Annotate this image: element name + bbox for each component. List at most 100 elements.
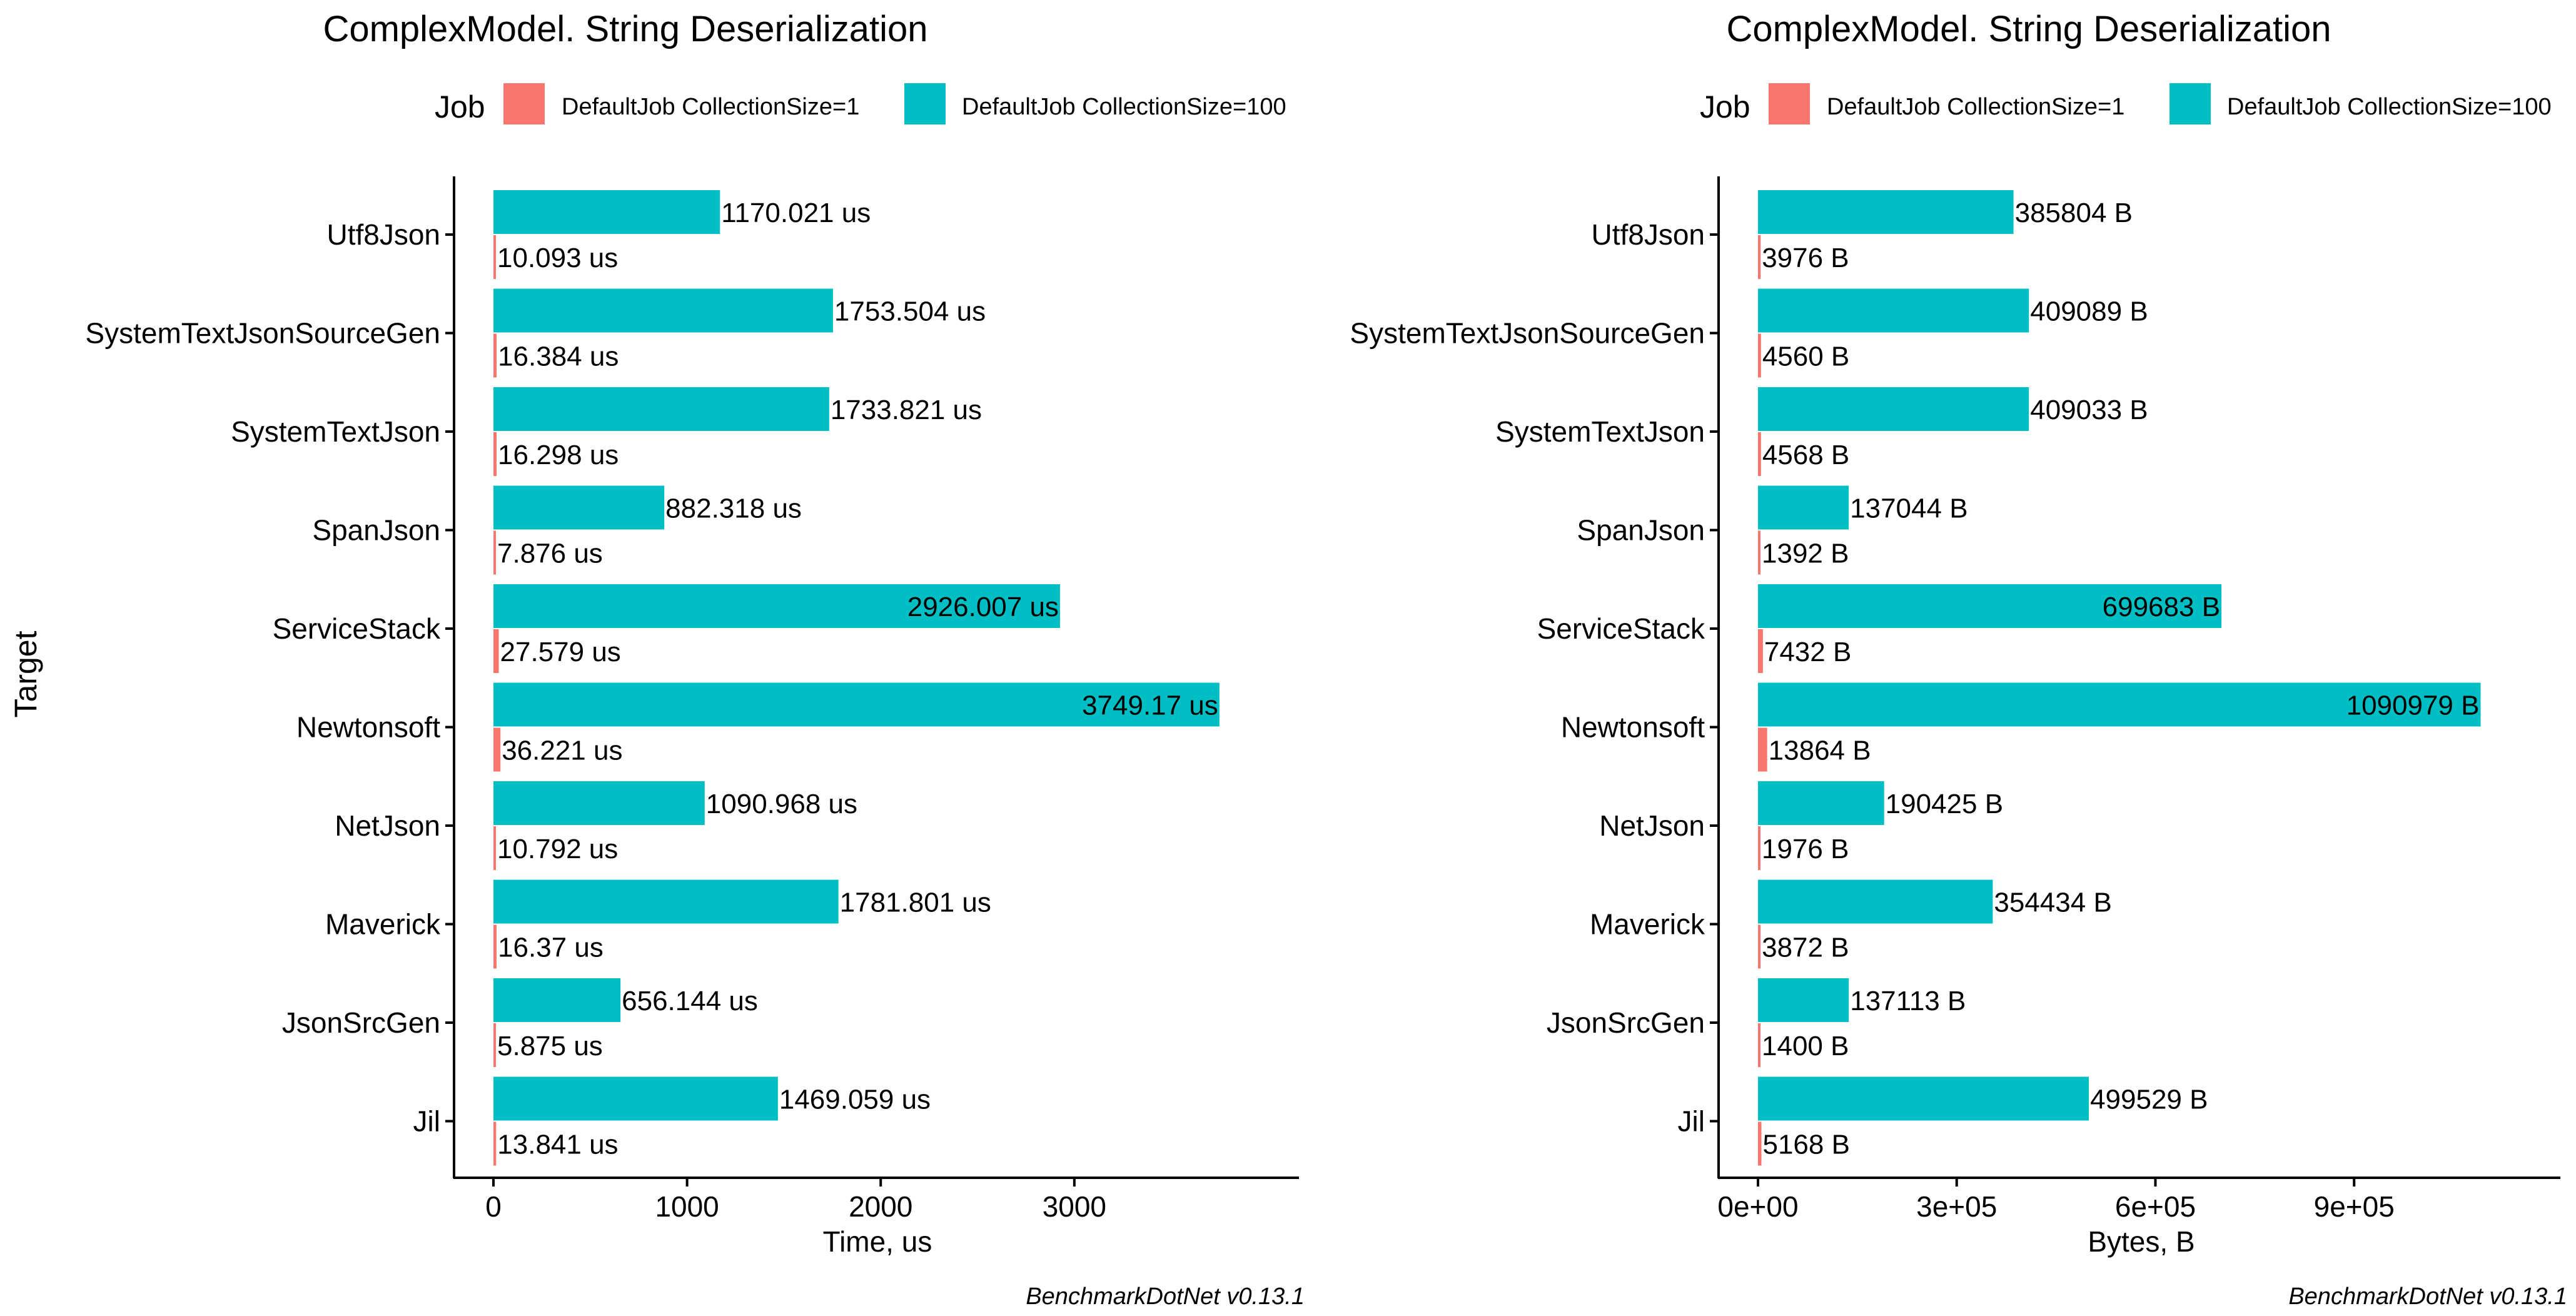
time-x-tick-label: 2000 xyxy=(849,1190,912,1223)
time-bar-label-size-100: 1753.504 us xyxy=(834,296,986,327)
memory-bar-label-size-100: 354434 B xyxy=(1994,888,2111,918)
time-x-tick-label: 0 xyxy=(485,1190,502,1223)
memory-bar-size-1 xyxy=(1758,727,1767,772)
time-bar-label-size-100: 1090.968 us xyxy=(706,789,857,819)
time-bar-size-1 xyxy=(493,235,496,279)
time-y-tick-label: Newtonsoft xyxy=(296,711,440,744)
time-bar-label-size-100: 656.144 us xyxy=(622,986,758,1016)
memory-bar-size-1 xyxy=(1758,530,1760,575)
time-bar-size-100 xyxy=(493,387,829,431)
time-y-tick-label: SystemTextJson xyxy=(231,415,440,448)
memory-y-tick-label: Jil xyxy=(1678,1105,1705,1138)
time-bar-label-size-1: 5.875 us xyxy=(497,1031,603,1061)
time-y-tick-label: ServiceStack xyxy=(273,612,441,645)
memory-y-tick-label: Newtonsoft xyxy=(1561,711,1705,744)
memory-bar-size-100 xyxy=(1758,1076,2089,1121)
time-bar-size-1 xyxy=(493,826,496,870)
time-bar-size-100 xyxy=(493,781,705,825)
time-bar-size-1 xyxy=(493,727,501,772)
legend-label-size-1: DefaultJob CollectionSize=1 xyxy=(562,94,859,120)
time-bar-size-100 xyxy=(493,1076,778,1121)
memory-bar-label-size-100: 409033 B xyxy=(2030,395,2148,425)
legend-swatch-size-100 xyxy=(2169,83,2211,124)
memory-y-tick-label: NetJson xyxy=(1599,809,1705,842)
time-x-tick-label: 1000 xyxy=(655,1190,719,1223)
memory-plot-area: 0e+00 3e+05 6e+05 9e+05 Utf8Json 385804 B 3976… xyxy=(1350,176,2560,1223)
legend-swatch-size-100 xyxy=(904,83,946,124)
time-bar-size-100 xyxy=(493,190,720,234)
memory-bar-size-100 xyxy=(1758,485,1849,530)
memory-bar-size-100 xyxy=(1758,879,1993,924)
time-bar-label-size-100: 882.318 us xyxy=(665,493,802,524)
memory-x-tick-label: 3e+05 xyxy=(1916,1190,1997,1223)
memory-bar-label-size-100: 190425 B xyxy=(1886,789,2003,819)
memory-bar-size-1 xyxy=(1758,1023,1760,1067)
memory-y-tick-label: Maverick xyxy=(1590,908,1705,941)
memory-bar-size-1 xyxy=(1758,333,1761,378)
legend-label-size-100: DefaultJob CollectionSize=100 xyxy=(962,94,1286,120)
memory-bar-label-size-100: 137113 B xyxy=(1850,986,1966,1016)
memory-bar-size-1 xyxy=(1758,924,1761,969)
time-panel-caption: BenchmarkDotNet v0.13.1 xyxy=(1026,1283,1305,1310)
time-bar-label-size-100: 1781.801 us xyxy=(840,888,991,918)
time-bar-label-size-1: 10.792 us xyxy=(497,834,618,864)
memory-bar-label-size-1: 7432 B xyxy=(1764,637,1851,667)
memory-y-tick-label: Utf8Json xyxy=(1591,218,1705,251)
memory-bar-label-size-1: 3976 B xyxy=(1762,243,1849,273)
time-bar-label-size-100: 1170.021 us xyxy=(721,198,871,228)
memory-bar-label-size-100: 499529 B xyxy=(2090,1085,2208,1115)
memory-bar-label-size-1: 3872 B xyxy=(1762,933,1849,963)
time-bar-label-size-1: 13.841 us xyxy=(497,1130,618,1160)
time-bar-label-size-1: 27.579 us xyxy=(500,637,621,667)
memory-bar-size-1 xyxy=(1758,629,1763,673)
memory-panel-legend: Job DefaultJob CollectionSize=1 DefaultJ… xyxy=(1700,83,2552,124)
memory-x-tick-label: 9e+05 xyxy=(2314,1190,2395,1223)
legend-label-size-100: DefaultJob CollectionSize=100 xyxy=(2227,94,2552,120)
time-bar-label-size-100: 3749.17 us xyxy=(1082,691,1218,721)
time-bar-size-1 xyxy=(493,432,497,476)
time-bar-label-size-1: 10.093 us xyxy=(497,243,618,273)
legend-swatch-size-1 xyxy=(1769,83,1810,124)
memory-x-axis-label: Bytes, B xyxy=(2088,1225,2195,1258)
legend-swatch-size-1 xyxy=(503,83,545,124)
memory-panel: ComplexModel. String Deserialization Job… xyxy=(1350,9,2567,1310)
time-bar-label-size-100: 1733.821 us xyxy=(831,395,982,425)
time-bar-size-1 xyxy=(493,1121,497,1166)
memory-bar-label-size-100: 1090979 B xyxy=(2346,691,2480,721)
memory-bar-size-100 xyxy=(1758,387,2029,431)
time-y-tick-label: NetJson xyxy=(335,809,440,842)
time-bar-size-100 xyxy=(493,879,839,924)
memory-bar-label-size-100: 409089 B xyxy=(2030,296,2148,327)
memory-bar-label-size-1: 1400 B xyxy=(1762,1031,1849,1061)
memory-y-tick-label: SystemTextJson xyxy=(1495,415,1705,448)
memory-bar-size-1 xyxy=(1758,235,1761,279)
time-y-tick-label: Maverick xyxy=(325,908,441,941)
time-y-tick-label: JsonSrcGen xyxy=(282,1006,440,1039)
time-bar-label-size-1: 16.37 us xyxy=(498,933,604,963)
memory-bar-label-size-100: 385804 B xyxy=(2015,198,2133,228)
memory-y-tick-label: SystemTextJsonSourceGen xyxy=(1350,317,1705,350)
time-bar-label-size-100: 1469.059 us xyxy=(779,1085,931,1115)
time-panel-legend: Job DefaultJob CollectionSize=1 DefaultJ… xyxy=(435,83,1286,124)
time-bar-size-100 xyxy=(493,485,665,530)
memory-bar-size-100 xyxy=(1758,584,2222,628)
time-y-tick-label: SpanJson xyxy=(312,514,440,547)
memory-bar-size-100 xyxy=(1758,190,2014,234)
y-axis-label: Target xyxy=(8,630,43,717)
memory-bar-size-1 xyxy=(1758,432,1761,476)
memory-bar-label-size-1: 4560 B xyxy=(1762,342,1849,372)
time-bar-size-1 xyxy=(493,629,499,673)
legend-label-size-1: DefaultJob CollectionSize=1 xyxy=(1827,94,2124,120)
time-bar-label-size-1: 7.876 us xyxy=(497,539,603,569)
memory-y-tick-label: ServiceStack xyxy=(1537,612,1705,645)
time-panel-title: ComplexModel. String Deserialization xyxy=(323,9,927,49)
memory-bar-size-100 xyxy=(1758,781,1884,825)
time-x-axis-label: Time, us xyxy=(823,1225,932,1258)
time-y-tick-label: Jil xyxy=(413,1105,440,1138)
legend-title: Job xyxy=(435,89,485,124)
memory-bar-label-size-1: 4568 B xyxy=(1762,440,1849,470)
memory-bar-label-size-1: 13864 B xyxy=(1769,736,1871,766)
time-y-tick-label: SystemTextJsonSourceGen xyxy=(85,317,440,350)
